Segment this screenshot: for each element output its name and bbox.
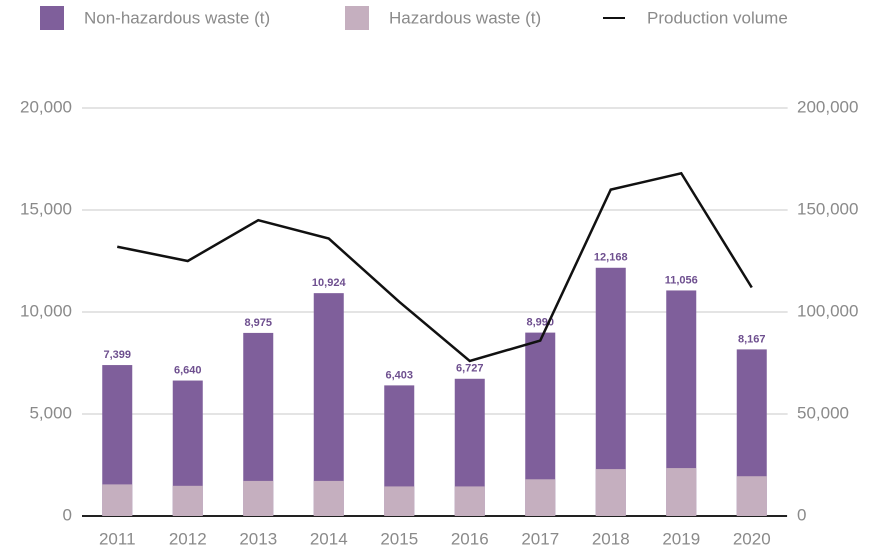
y-tick-label: 15,000 — [20, 199, 72, 218]
x-tick-label: 2019 — [662, 529, 700, 548]
bar — [243, 480, 274, 516]
bar — [313, 480, 344, 516]
data-label: 6,727 — [456, 363, 484, 375]
bar — [595, 469, 626, 516]
legend-swatch — [345, 6, 369, 30]
data-label: 6,403 — [385, 369, 413, 381]
x-tick-label: 2011 — [99, 529, 136, 548]
x-tick-label: 2015 — [380, 529, 418, 548]
y-tick-label: 5,000 — [29, 403, 72, 422]
bar — [172, 485, 203, 516]
data-label: 8,975 — [244, 317, 272, 329]
data-label: 7,399 — [103, 349, 131, 361]
x-tick-label: 2016 — [451, 529, 489, 548]
bar — [666, 468, 697, 516]
y-tick-label: 20,000 — [20, 97, 72, 116]
x-tick-label: 2012 — [169, 529, 207, 548]
legend-label: Non-hazardous waste (t) — [84, 8, 270, 27]
bar — [525, 479, 556, 516]
legend-swatch — [40, 6, 64, 30]
y2-tick-label: 50,000 — [797, 403, 849, 422]
x-tick-label: 2020 — [733, 529, 771, 548]
bar — [102, 484, 133, 516]
data-label: 6,640 — [174, 364, 202, 376]
y2-tick-label: 200,000 — [797, 97, 858, 116]
bar — [454, 486, 485, 516]
x-tick-label: 2014 — [310, 529, 348, 548]
legend-label: Hazardous waste (t) — [389, 8, 541, 27]
x-tick-label: 2017 — [521, 529, 559, 548]
data-label: 8,167 — [738, 333, 766, 345]
y2-tick-label: 100,000 — [797, 301, 858, 320]
bar — [384, 486, 415, 516]
bar — [313, 293, 344, 516]
data-label: 11,056 — [665, 274, 698, 286]
x-tick-label: 2013 — [239, 529, 277, 548]
y-tick-label: 0 — [63, 505, 72, 524]
data-label: 10,924 — [312, 277, 347, 289]
y2-tick-label: 150,000 — [797, 199, 858, 218]
y-tick-label: 10,000 — [20, 301, 72, 320]
bar — [736, 476, 767, 516]
legend-label: Production volume — [647, 8, 788, 27]
data-label: 12,168 — [594, 252, 628, 264]
x-tick-label: 2018 — [592, 529, 630, 548]
line — [117, 171, 753, 363]
y2-tick-label: 0 — [797, 505, 806, 524]
